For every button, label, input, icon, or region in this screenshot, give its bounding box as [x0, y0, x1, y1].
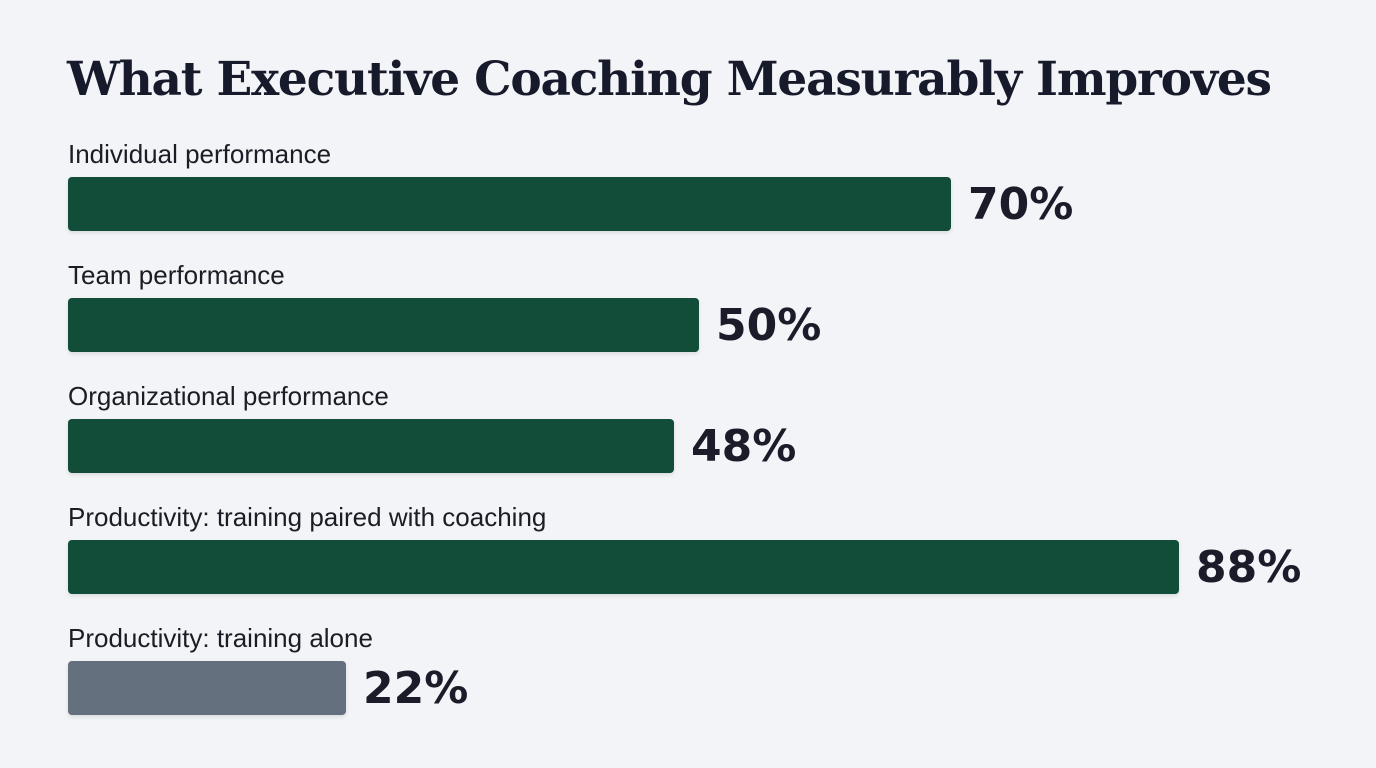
bar-row: Team performance 50%	[68, 260, 1358, 370]
category-label: Productivity: training paired with coach…	[68, 502, 547, 532]
bar	[68, 661, 346, 715]
value-label: 50%	[716, 300, 822, 351]
bar-row: Organizational performance 48%	[68, 381, 1358, 491]
bar	[68, 177, 951, 231]
category-label: Productivity: training alone	[68, 623, 373, 653]
category-label: Individual performance	[68, 139, 332, 169]
bar	[68, 419, 674, 473]
category-label: Organizational performance	[68, 381, 389, 411]
bar	[68, 298, 699, 352]
category-label: Team performance	[68, 260, 285, 290]
value-label: 22%	[363, 663, 469, 714]
value-label: 70%	[968, 179, 1074, 230]
chart-title: What Executive Coaching Measurably Impro…	[67, 52, 1272, 107]
bar-row: Individual performance 70%	[68, 139, 1358, 249]
bar-row: Productivity: training alone 22%	[68, 623, 1358, 733]
bar	[68, 540, 1179, 594]
bar-row: Productivity: training paired with coach…	[68, 502, 1358, 612]
value-label: 88%	[1196, 542, 1302, 593]
value-label: 48%	[691, 421, 797, 472]
